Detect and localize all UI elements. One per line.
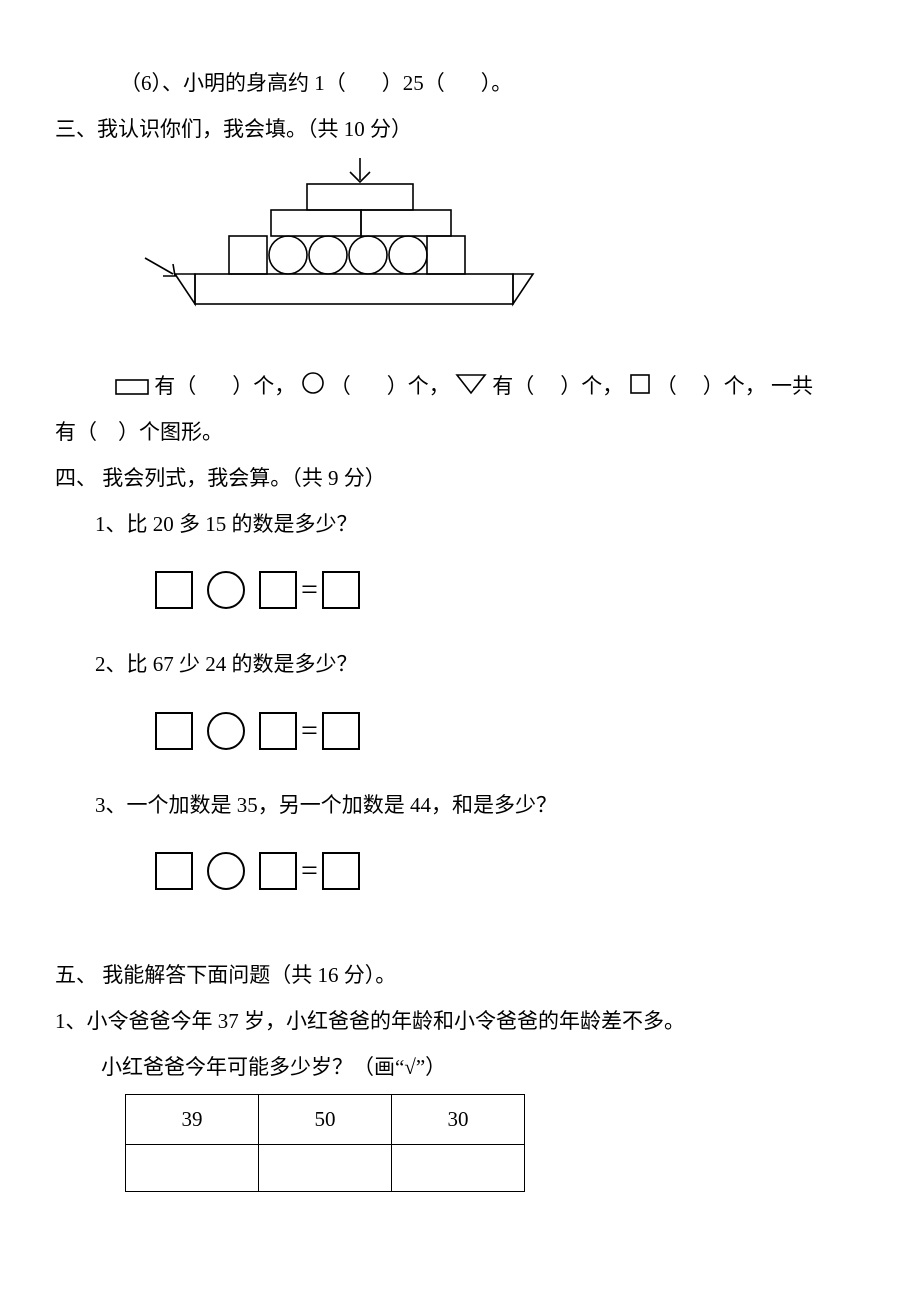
equals-sign: = bbox=[297, 573, 322, 606]
q2-6-pre: （6）、小明的身高约 1（ bbox=[120, 71, 346, 95]
sec3-total: 有（ ）个图形。 bbox=[55, 409, 865, 455]
sq-after: ）个， bbox=[703, 374, 766, 398]
triangle-icon bbox=[455, 373, 487, 395]
eq2-result[interactable] bbox=[322, 712, 360, 750]
ship-mid-rect-1 bbox=[271, 210, 361, 236]
sec4-q3: 3、一个加数是 35，另一个加数是 44，和是多少？ bbox=[55, 782, 865, 828]
ship-circle-4 bbox=[389, 236, 427, 274]
sec4-q2: 2、比 67 少 24 的数是多少？ bbox=[55, 641, 865, 687]
sec5-q1-l2: 小红爸爸今年可能多少岁？（画“√”） bbox=[55, 1044, 865, 1090]
tri-before: 有（ bbox=[492, 374, 534, 398]
ship-figure bbox=[125, 158, 865, 354]
equals-sign: = bbox=[297, 854, 322, 887]
ship-circle-3 bbox=[349, 236, 387, 274]
ship-hull-tri-left bbox=[175, 274, 195, 304]
circle-before: （ bbox=[330, 374, 351, 398]
equals-sign: = bbox=[297, 714, 322, 747]
ship-svg bbox=[125, 158, 555, 338]
rect-icon bbox=[115, 379, 149, 395]
arrow-left-stem bbox=[145, 258, 173, 274]
age-answer-row bbox=[126, 1144, 525, 1191]
circle-icon bbox=[301, 371, 325, 395]
tail: 一共 bbox=[771, 374, 813, 398]
age-opt-2: 50 bbox=[259, 1095, 392, 1144]
eq2-operand2[interactable] bbox=[259, 712, 297, 750]
sec5-heading: 五、 我能解答下面问题（共 16 分）。 bbox=[55, 952, 865, 998]
eq-row-1: = bbox=[55, 557, 865, 623]
sec4-q1: 1、比 20 多 15 的数是多少？ bbox=[55, 501, 865, 547]
eq1-operand1[interactable] bbox=[155, 571, 193, 609]
age-header-row: 39 50 30 bbox=[126, 1095, 525, 1144]
ship-hull-tri-right bbox=[513, 274, 533, 304]
q2-6-post: ）。 bbox=[481, 71, 513, 95]
age-opt-1: 39 bbox=[126, 1095, 259, 1144]
ship-circle-2 bbox=[309, 236, 347, 274]
circle-after: ）个， bbox=[387, 374, 450, 398]
ship-square-right bbox=[427, 236, 465, 274]
ship-top-rect bbox=[307, 184, 413, 210]
q2-6: （6）、小明的身高约 1（ ）25（ ）。 bbox=[55, 60, 865, 106]
age-table: 39 50 30 bbox=[125, 1094, 525, 1191]
age-ans-2[interactable] bbox=[259, 1144, 392, 1191]
ship-wide-rect bbox=[195, 274, 513, 304]
q2-6-mid: ）25（ bbox=[382, 71, 445, 95]
eq1-operator[interactable] bbox=[207, 571, 245, 609]
sq-before: （ bbox=[656, 374, 677, 398]
eq2-operand1[interactable] bbox=[155, 712, 193, 750]
age-ans-1[interactable] bbox=[126, 1144, 259, 1191]
eq-row-3: = bbox=[55, 838, 865, 904]
eq3-operand2[interactable] bbox=[259, 852, 297, 890]
age-opt-3: 30 bbox=[392, 1095, 525, 1144]
ship-circle-1 bbox=[269, 236, 307, 274]
eq3-operator[interactable] bbox=[207, 852, 245, 890]
eq2-operator[interactable] bbox=[207, 712, 245, 750]
eq3-operand1[interactable] bbox=[155, 852, 193, 890]
ship-mid-rect-2 bbox=[361, 210, 451, 236]
eq1-operand2[interactable] bbox=[259, 571, 297, 609]
eq1-result[interactable] bbox=[322, 571, 360, 609]
eq3-result[interactable] bbox=[322, 852, 360, 890]
sec4-heading: 四、 我会列式，我会算。（共 9 分） bbox=[55, 455, 865, 501]
sec5-q1-l1: 1、小令爸爸今年 37 岁，小红爸爸的年龄和小令爸爸的年龄差不多。 bbox=[55, 998, 865, 1044]
sec3-heading: 三、我认识你们，我会填。（共 10 分） bbox=[55, 106, 865, 152]
rect-before: 有（ bbox=[154, 374, 196, 398]
rect-after: ）个， bbox=[232, 374, 295, 398]
square-icon bbox=[629, 373, 651, 395]
age-ans-3[interactable] bbox=[392, 1144, 525, 1191]
eq-row-2: = bbox=[55, 698, 865, 764]
tri-after: ）个， bbox=[560, 374, 623, 398]
sec3-counts-line: 有（ ）个， （ ）个， 有（ ）个， （ ）个， 一共 bbox=[55, 361, 865, 409]
ship-square-left bbox=[229, 236, 267, 274]
